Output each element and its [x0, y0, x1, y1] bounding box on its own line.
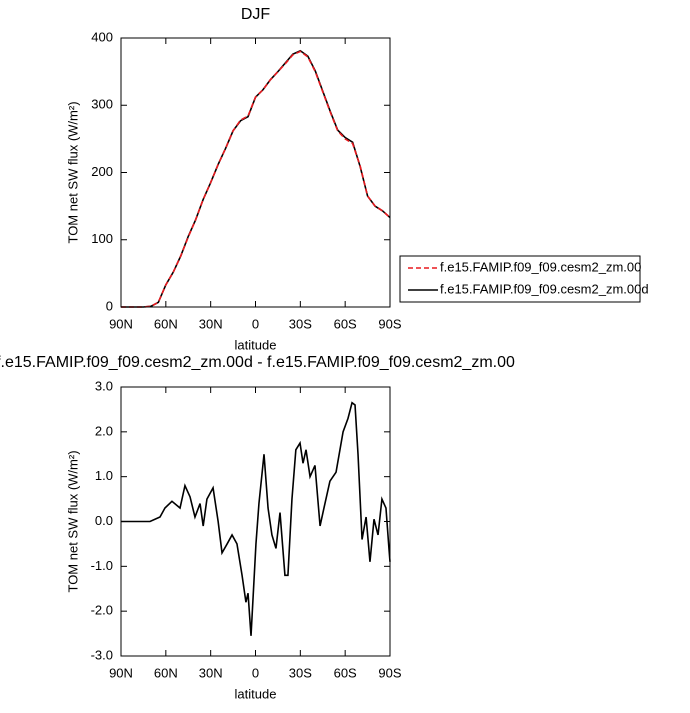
series-line [121, 50, 391, 308]
x-tick-label: 90N [109, 665, 133, 680]
y-axis-label: TOM net SW flux (W/m²) [65, 450, 80, 592]
x-tick-label: 60N [154, 316, 178, 331]
x-tick-label: 30S [289, 665, 312, 680]
x-tick-label: 60N [154, 665, 178, 680]
y-tick-label: 2.0 [95, 423, 113, 438]
chart-title: f.e15.FAMIP.f09_f09.cesm2_zm.00d - f.e15… [0, 354, 515, 371]
x-tick-label: 30N [199, 316, 223, 331]
y-axis-label: TOM net SW flux (W/m²) [65, 101, 80, 243]
plot-frame [120, 37, 391, 308]
y-tick-label: -2.0 [91, 603, 113, 618]
plot-frame [120, 386, 391, 657]
legend-box [399, 255, 641, 303]
y-tick-label: 0.0 [95, 513, 113, 528]
y-tick-label: 400 [91, 29, 113, 44]
y-tick-label: 3.0 [95, 378, 113, 393]
x-tick-label: 90S [378, 665, 401, 680]
x-tick-label: 0 [252, 316, 259, 331]
x-tick-label: 0 [252, 665, 259, 680]
legend-label: f.e15.FAMIP.f09_f09.cesm2_zm.00 [440, 259, 641, 274]
y-tick-label: 200 [91, 164, 113, 179]
x-tick-label: 60S [334, 665, 357, 680]
y-tick-label: -3.0 [91, 647, 113, 662]
y-tick-label: -1.0 [91, 558, 113, 573]
y-tick-label: 300 [91, 97, 113, 112]
x-tick-label: 30S [289, 316, 312, 331]
x-tick-label: 60S [334, 316, 357, 331]
x-axis-label: latitude [235, 686, 277, 701]
series-line [121, 49, 391, 308]
x-tick-label: 90S [378, 316, 401, 331]
chart-title: DJF [241, 6, 271, 23]
y-tick-label: 100 [91, 231, 113, 246]
y-tick-label: 1.0 [95, 468, 113, 483]
x-tick-label: 30N [199, 665, 223, 680]
legend-label: f.e15.FAMIP.f09_f09.cesm2_zm.00d [440, 281, 649, 296]
x-tick-label: 90N [109, 316, 133, 331]
y-tick-label: 0 [106, 298, 113, 313]
x-axis-label: latitude [235, 337, 277, 352]
series-line [121, 401, 391, 636]
